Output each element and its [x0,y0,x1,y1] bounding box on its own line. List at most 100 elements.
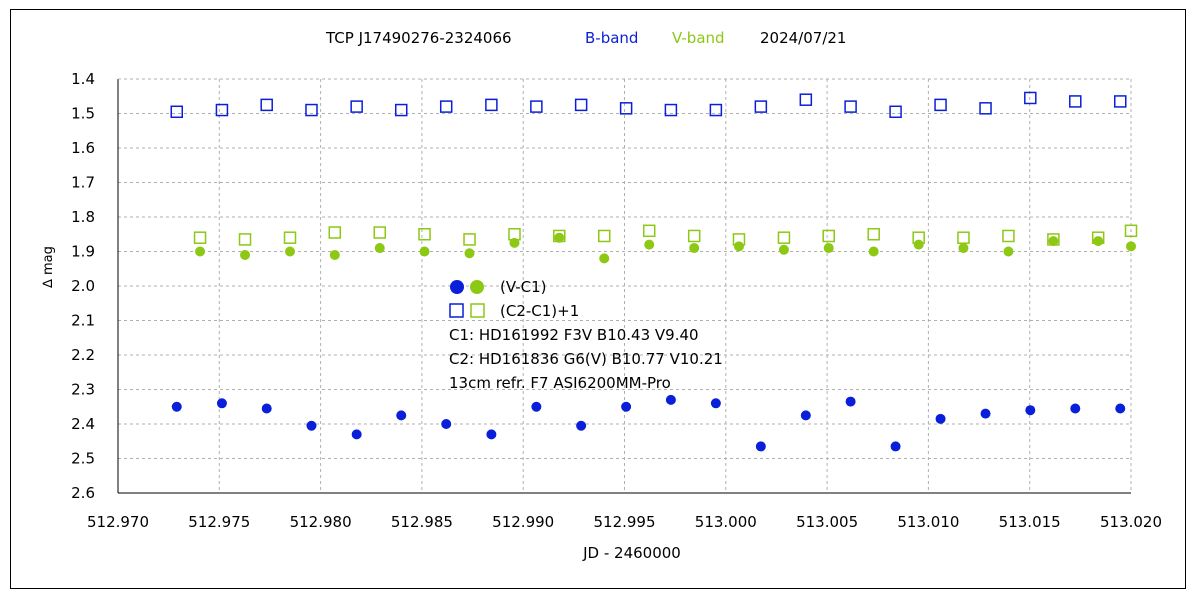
data-point [485,98,498,112]
series-v-v-c1 [195,232,1136,264]
y-tick-label: 1.8 [71,208,95,226]
y-tick-label: 1.4 [71,70,95,88]
data-series [170,91,1138,452]
data-point [574,98,588,112]
data-point [599,253,610,264]
data-point [260,98,273,112]
data-point [1069,95,1082,108]
data-point [530,100,543,113]
data-point [755,441,766,452]
x-tick-label: 512.990 [492,513,554,531]
x-tick-label: 512.980 [290,513,352,531]
y-axis-title: ∆ mag [41,246,56,289]
data-point [394,103,408,117]
data-point [777,231,791,244]
data-point [373,226,387,239]
data-point [1115,403,1126,414]
x-tick-label: 513.005 [796,513,858,531]
data-point [867,228,880,241]
legend-b-square [449,303,464,318]
data-point [283,231,297,244]
data-point [1047,233,1060,246]
x-tick-label: 512.985 [391,513,453,531]
y-tick-label: 2.2 [71,346,95,364]
x-tick-label: 513.020 [1100,513,1162,531]
legend-line-5: 13cm refr. F7 ASI6200MM-Pro [449,374,671,392]
data-point [979,102,992,115]
data-point [195,246,206,257]
data-point [822,229,835,243]
data-point [913,239,924,250]
data-point [844,100,857,113]
data-point [845,396,856,407]
data-point [576,420,587,431]
data-point [350,100,363,113]
y-tick-label: 1.7 [71,174,95,192]
data-point [710,398,721,409]
data-point [396,410,407,421]
data-point [890,441,901,452]
data-point [621,401,632,412]
data-point [238,233,252,246]
series-b-v-c1 [171,394,1126,452]
data-point [486,429,497,440]
axes [117,78,1132,494]
legend-line-1: (V-C1) [500,278,547,296]
data-point [351,429,362,440]
data-point [1002,229,1015,243]
data-point [732,233,746,246]
title-target: TCP J17490276-2324066 [325,29,512,47]
chart-title: TCP J17490276-2324066 B-band V-band 2024… [325,29,846,47]
y-tick-label: 2.4 [71,415,95,433]
y-tick-label: 2.1 [71,312,95,330]
data-point [285,246,296,257]
x-tick-label: 512.975 [188,513,250,531]
data-point [642,224,656,238]
data-point [531,401,542,412]
x-tick-labels: 512.970 512.975 512.980 512.985 512.990 512.9… [87,513,1162,531]
data-point [1091,231,1105,244]
data-point [439,100,453,113]
x-tick-label: 513.015 [999,513,1061,531]
y-tick-label: 2.6 [71,484,95,502]
data-point [441,419,452,429]
data-point [1093,236,1104,247]
data-point [553,229,566,243]
data-point [261,403,272,414]
x-tick-label: 512.970 [87,513,149,531]
y-tick-label: 1.6 [71,139,95,157]
legend-v-square [470,303,485,318]
y-tick-label: 1.9 [71,243,95,261]
y-tick-label: 2.5 [71,450,95,468]
data-point [754,100,768,113]
data-point [419,246,430,257]
data-point [508,228,521,241]
data-point [1126,241,1136,252]
data-point [868,246,879,257]
data-point [665,394,676,405]
data-point [980,408,991,419]
data-point [799,93,813,106]
data-point [935,413,946,424]
chart-frame [10,9,1186,589]
data-point [778,244,789,255]
data-point [193,231,207,244]
data-point [170,105,184,119]
data-point [171,401,182,412]
series-b-c2-c1 [170,91,1127,119]
data-point [1070,403,1081,414]
y-tick-label: 1.5 [71,105,95,123]
y-tick-labels: 1.4 1.5 1.6 1.7 1.8 1.9 2.0 2.1 2.2 2.3 2.4 2.5 2.6 [71,70,95,502]
x-tick-label: 512.995 [593,513,655,531]
data-point [554,232,565,243]
data-point [1124,224,1138,238]
title-v-band: V-band [672,29,725,47]
legend-line-4: C2: HD161836 G6(V) B10.77 V10.21 [449,350,723,368]
title-date: 2024/07/21 [760,29,846,47]
y-tick-label: 2.3 [71,381,95,399]
legend-b-circle [450,280,464,294]
data-point [644,239,655,250]
data-point [934,98,947,112]
data-point [958,243,969,254]
